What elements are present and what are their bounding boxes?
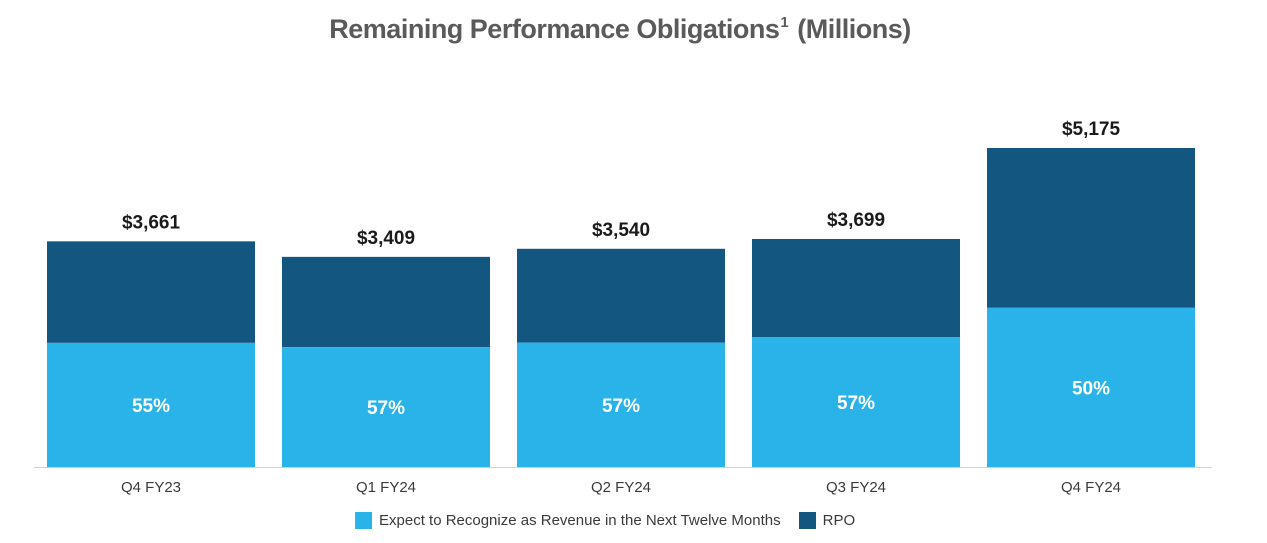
bar-segment-next-twelve-months (987, 307, 1195, 467)
bar-percent-label: 55% (132, 396, 170, 417)
bar-percent-label: 57% (367, 398, 405, 419)
bar-segment-next-twelve-months (752, 337, 960, 467)
chart-title-unit: (Millions) (797, 14, 911, 44)
legend-label-next-twelve-months: Expect to Recognize as Revenue in the Ne… (379, 512, 781, 529)
chart-legend: Expect to Recognize as Revenue in the Ne… (355, 512, 873, 529)
bar-percent-label: 57% (837, 393, 875, 414)
bar-segment-rpo (987, 148, 1195, 308)
bar-segment-next-twelve-months (282, 347, 490, 467)
x-tick-label: Q2 FY24 (591, 479, 651, 496)
legend-swatch-rpo (798, 512, 816, 529)
x-tick-label: Q3 FY24 (826, 479, 886, 496)
x-tick-label: Q1 FY24 (356, 479, 416, 496)
bar-total-label: $3,699 (827, 210, 885, 231)
x-tick-label: Q4 FY23 (121, 479, 181, 496)
bar-segment-rpo (517, 248, 725, 343)
bar-segment-rpo (752, 238, 960, 338)
bar-segment-rpo (47, 241, 255, 343)
bar-total-label: $3,540 (592, 220, 650, 241)
bar-total-label: $3,661 (122, 212, 181, 233)
chart-title: Remaining Performance Obligations1 (Mill… (0, 14, 1240, 45)
bar-segment-next-twelve-months (517, 342, 725, 467)
legend-item-rpo: RPO (798, 512, 856, 529)
bar-total-label: $3,409 (357, 228, 415, 249)
legend-item-next-twelve-months: Expect to Recognize as Revenue in the Ne… (355, 512, 781, 529)
bar-segment-next-twelve-months (47, 342, 255, 467)
legend-swatch-next-twelve-months (355, 512, 372, 529)
chart-title-footnote: 1 (780, 14, 789, 31)
bar-total-label: $5,175 (1062, 119, 1121, 140)
bar-segment-rpo (282, 256, 490, 348)
x-tick-label: Q4 FY24 (1061, 479, 1121, 496)
legend-label-rpo: RPO (822, 512, 856, 529)
chart-title-text: Remaining Performance Obligations (329, 14, 780, 44)
bar-percent-label: 57% (602, 396, 640, 417)
bar-percent-label: 50% (1072, 378, 1110, 399)
